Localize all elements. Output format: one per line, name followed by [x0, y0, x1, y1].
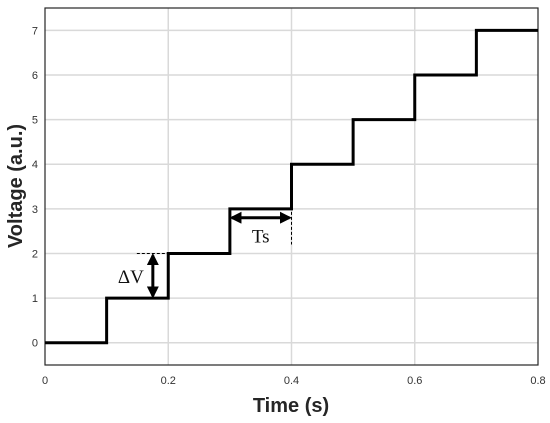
y-tick-labels: 0 1 2 3 4 5 6 7: [32, 25, 38, 349]
delta-v-label: ΔV: [118, 267, 144, 288]
y-tick-label: 2: [32, 248, 38, 260]
x-tick-label: 0.4: [284, 375, 299, 387]
x-axis-title: Time (s): [253, 395, 329, 417]
x-tick-label: 0.8: [530, 375, 545, 387]
step-series-line: [45, 28, 538, 345]
x-tick-label: 0.6: [407, 375, 422, 387]
y-tick-label: 7: [32, 25, 38, 37]
y-axis-title: Voltage (a.u.): [5, 124, 27, 248]
y-tick-label: 5: [32, 115, 38, 127]
y-tick-label: 0: [32, 338, 38, 350]
annotation-layer: ΔV Ts: [118, 206, 292, 299]
x-tick-label: 0: [42, 375, 48, 387]
x-tick-labels: 0 0.2 0.4 0.6 0.8: [42, 375, 546, 387]
y-tick-label: 6: [32, 70, 38, 82]
y-tick-label: 1: [32, 293, 38, 305]
ts-label: Ts: [252, 227, 270, 248]
series-layer: [45, 28, 538, 345]
x-tick-label: 0.2: [161, 375, 176, 387]
y-tick-label: 4: [32, 159, 38, 171]
plot-frame: [44, 7, 539, 366]
y-tick-label: 3: [32, 204, 38, 216]
